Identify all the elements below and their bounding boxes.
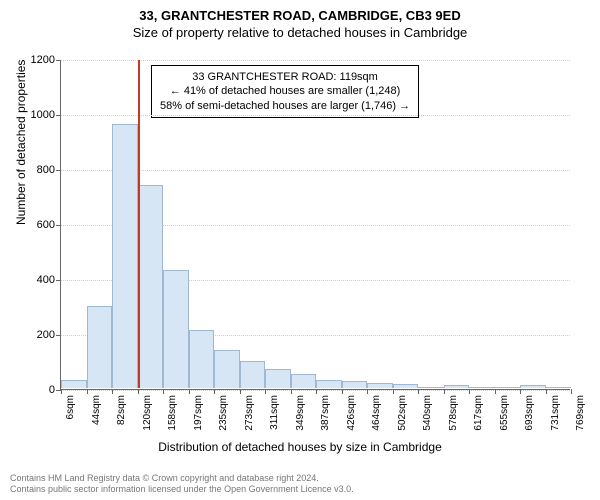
xtick-label: 426sqm: [346, 395, 357, 431]
histogram-bar: [418, 387, 444, 388]
ytick-label: 200: [37, 329, 61, 341]
xtick-label: 158sqm: [167, 395, 178, 431]
histogram-bar: [240, 361, 266, 389]
footer-line-1: Contains HM Land Registry data © Crown c…: [10, 473, 354, 485]
xtick-mark: [418, 389, 419, 394]
xtick-mark: [240, 389, 241, 394]
histogram-bar: [342, 381, 368, 388]
xtick-label: 464sqm: [371, 395, 382, 431]
xtick-label: 578sqm: [448, 395, 459, 431]
ytick-label: 600: [37, 219, 61, 231]
histogram-bar: [367, 383, 393, 389]
histogram-bar: [112, 124, 138, 388]
xtick-mark: [61, 389, 62, 394]
histogram-bar: [214, 350, 240, 389]
histogram-bar: [444, 385, 470, 388]
x-axis-label: Distribution of detached houses by size …: [0, 440, 600, 454]
property-marker-line: [138, 60, 140, 388]
xtick-mark: [291, 389, 292, 394]
xtick-label: 6sqm: [65, 395, 76, 419]
xtick-label: 502sqm: [397, 395, 408, 431]
xtick-label: 693sqm: [524, 395, 535, 431]
histogram-bar: [546, 387, 572, 388]
ytick-label: 400: [37, 274, 61, 286]
chart-subtitle: Size of property relative to detached ho…: [0, 23, 600, 40]
ytick-label: 1000: [31, 109, 61, 121]
xtick-mark: [112, 389, 113, 394]
xtick-mark: [469, 389, 470, 394]
xtick-mark: [520, 389, 521, 394]
histogram-bar: [61, 380, 87, 388]
histogram-bar: [495, 387, 521, 388]
histogram-bar: [189, 330, 215, 388]
histogram-bar: [87, 306, 113, 389]
xtick-label: 349sqm: [295, 395, 306, 431]
histogram-bar: [469, 387, 495, 388]
xtick-label: 197sqm: [193, 395, 204, 431]
chart-area: 33 GRANTCHESTER ROAD: 119sqm ← 41% of de…: [60, 60, 570, 390]
xtick-label: 387sqm: [320, 395, 331, 431]
xtick-label: 655sqm: [499, 395, 510, 431]
chart-title-address: 33, GRANTCHESTER ROAD, CAMBRIDGE, CB3 9E…: [0, 0, 600, 23]
y-axis-label: Number of detached properties: [14, 60, 28, 225]
plot-region: 33 GRANTCHESTER ROAD: 119sqm ← 41% of de…: [60, 60, 570, 390]
xtick-mark: [367, 389, 368, 394]
ytick-label: 1200: [31, 54, 61, 66]
xtick-mark: [495, 389, 496, 394]
histogram-bar: [265, 369, 291, 388]
ytick-label: 0: [49, 384, 61, 396]
xtick-mark: [265, 389, 266, 394]
xtick-label: 311sqm: [269, 395, 280, 430]
xtick-label: 44sqm: [91, 395, 102, 425]
annotation-line-3: 58% of semi-detached houses are larger (…: [160, 99, 410, 113]
ytick-label: 800: [37, 164, 61, 176]
xtick-mark: [393, 389, 394, 394]
annotation-box: 33 GRANTCHESTER ROAD: 119sqm ← 41% of de…: [151, 65, 419, 118]
histogram-bar: [291, 374, 317, 388]
xtick-mark: [138, 389, 139, 394]
xtick-mark: [444, 389, 445, 394]
xtick-mark: [163, 389, 164, 394]
xtick-label: 82sqm: [116, 395, 127, 425]
xtick-mark: [316, 389, 317, 394]
annotation-line-1: 33 GRANTCHESTER ROAD: 119sqm: [160, 70, 410, 84]
histogram-bar: [316, 380, 342, 388]
xtick-mark: [571, 389, 572, 394]
annotation-line-2: ← 41% of detached houses are smaller (1,…: [160, 84, 410, 98]
xtick-label: 540sqm: [422, 395, 433, 431]
histogram-bar: [393, 384, 419, 388]
xtick-mark: [87, 389, 88, 394]
xtick-label: 273sqm: [244, 395, 255, 431]
xtick-label: 120sqm: [142, 395, 153, 431]
footer-line-2: Contains public sector information licen…: [10, 484, 354, 496]
xtick-label: 769sqm: [575, 395, 586, 431]
histogram-bar: [520, 385, 546, 388]
footer-attribution: Contains HM Land Registry data © Crown c…: [10, 473, 354, 496]
xtick-mark: [342, 389, 343, 394]
histogram-bar: [163, 270, 189, 388]
xtick-label: 731sqm: [550, 395, 561, 431]
xtick-mark: [214, 389, 215, 394]
xtick-mark: [546, 389, 547, 394]
xtick-label: 617sqm: [473, 395, 484, 431]
histogram-bar: [138, 185, 164, 389]
xtick-mark: [189, 389, 190, 394]
xtick-label: 235sqm: [218, 395, 229, 431]
